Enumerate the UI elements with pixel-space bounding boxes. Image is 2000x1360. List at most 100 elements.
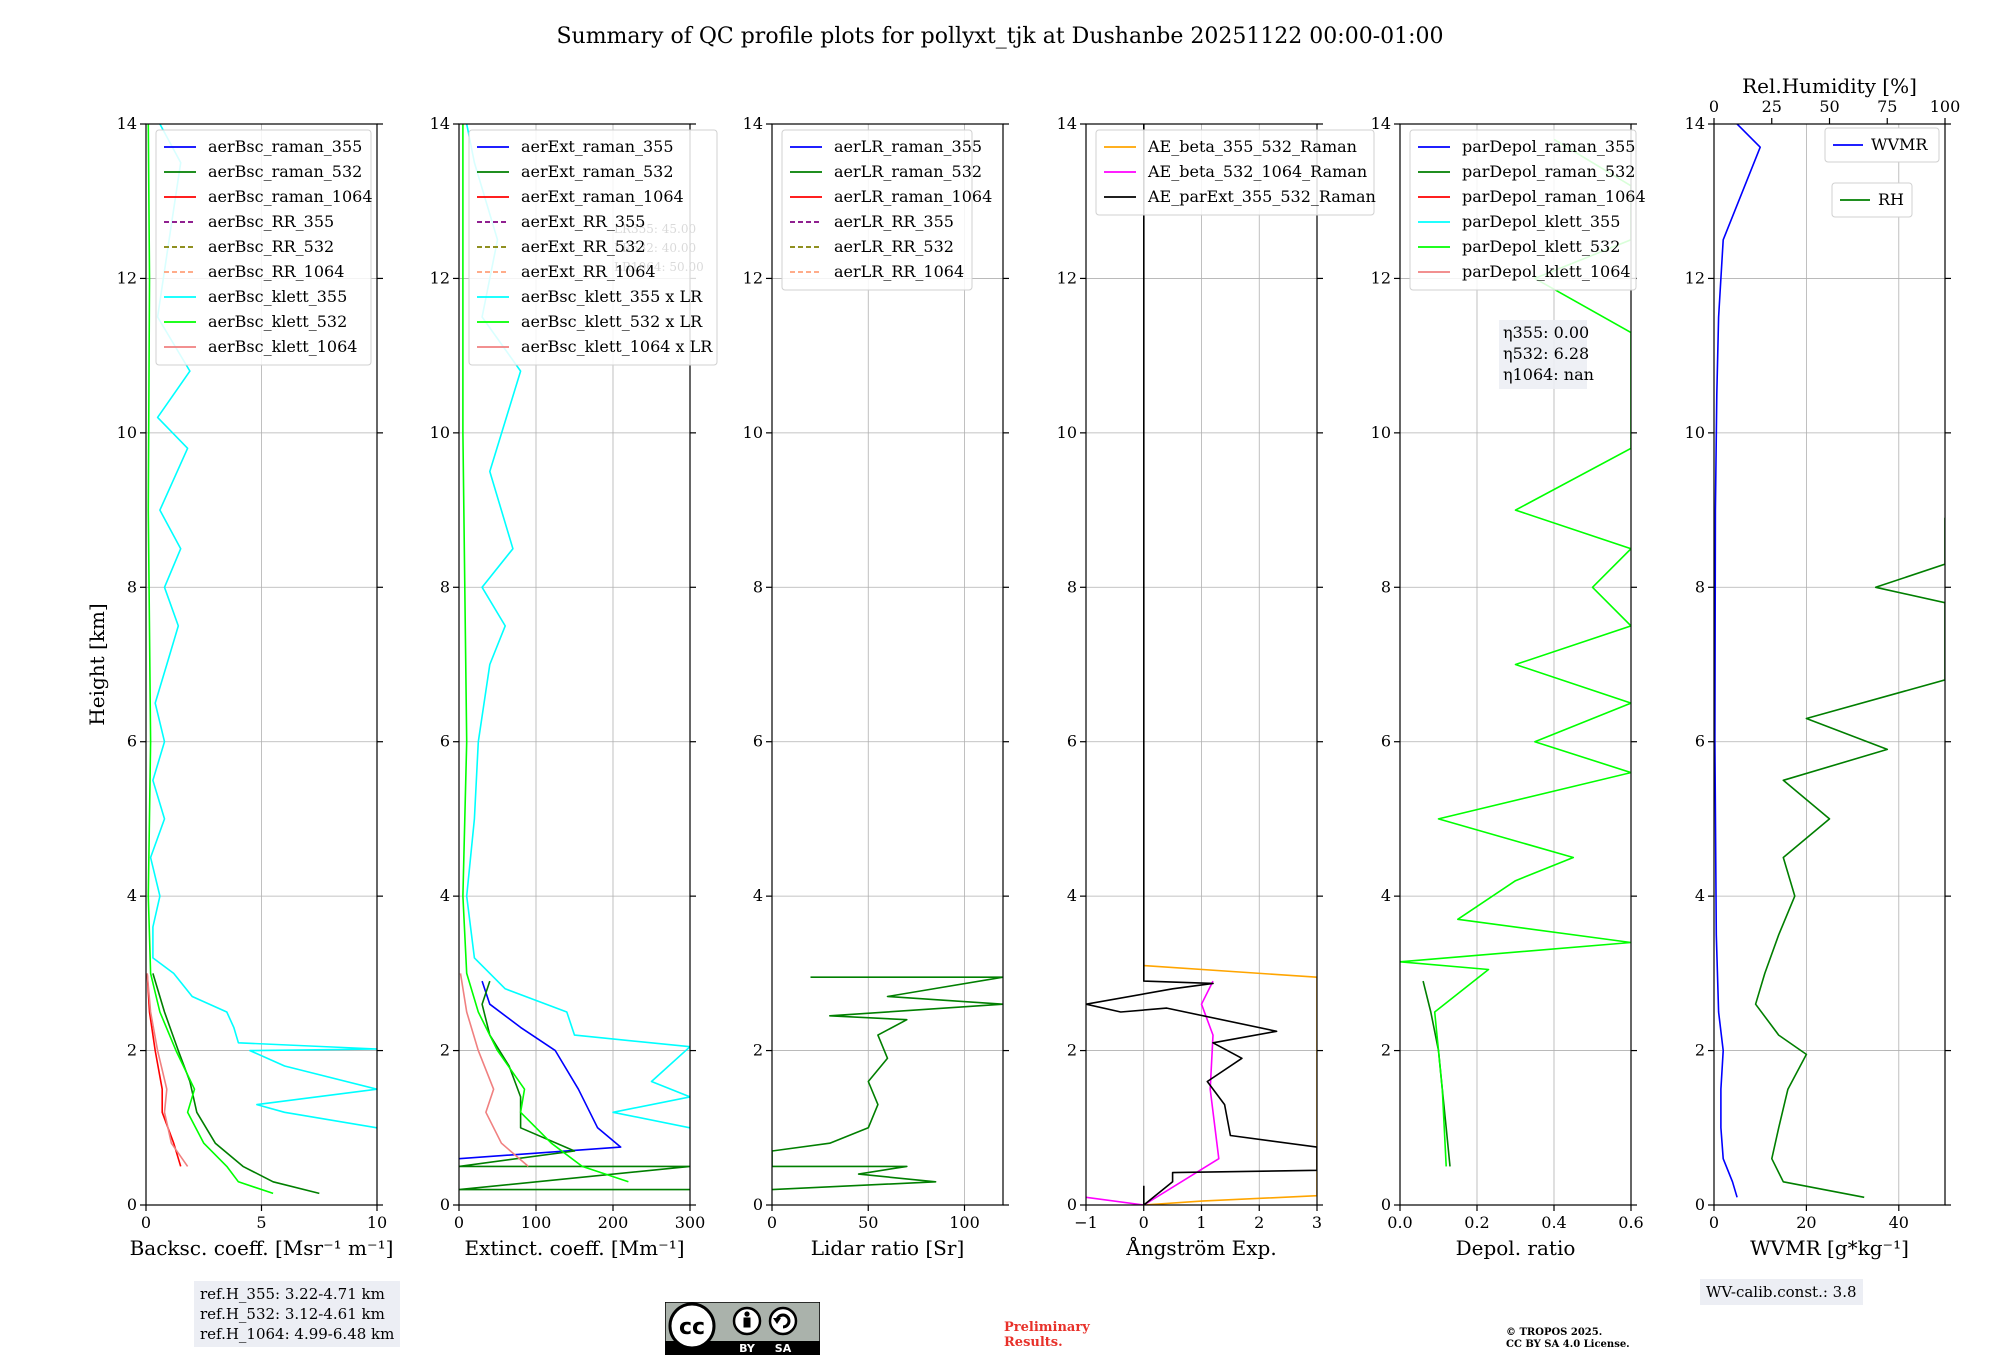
legend: WVMR RH [1824,127,1940,218]
series-group [146,124,377,1195]
legend-entry: aerExt_raman_355 [521,137,674,156]
legend-entry: aerExt_raman_532 [521,162,674,181]
cc-label: cc [679,1315,705,1340]
annotation-line: η532: 6.28 [1503,344,1589,363]
annotation-line: η1064: nan [1503,365,1594,384]
y-tick-label: 0 [1067,1195,1077,1214]
y-tick-label: 12 [1057,268,1077,287]
legend-box [155,129,372,366]
copyright-line-1: © TROPOS 2025. [1506,1327,1603,1338]
x-tick-label: 100 [521,1213,552,1232]
copyright-note: © TROPOS 2025. CC BY SA 4.0 License. [1506,1327,1630,1351]
panel-5: 0.0 0.2 0.4 0.6 0 2 4 6 8 10 12 14 Depol. ratio η355:… [1371,114,1646,1260]
y-tick-label: 14 [1685,114,1705,133]
y-tick-label: 10 [117,423,137,442]
x-tick-label: 0 [141,1213,151,1232]
y-tick-label: 14 [1057,114,1077,133]
legend-entry: parDepol_raman_532 [1462,162,1635,181]
legend-entry: AE_beta_355_532_Raman [1147,137,1357,156]
series-line-aerbsc-raman-1064 [146,973,182,1167]
y-tick-label: 6 [127,732,137,751]
copyright-line-2: CC BY SA 4.0 License. [1506,1339,1630,1350]
x-tick-label: 0 [1139,1213,1149,1232]
legend-entry: aerBsc_RR_1064 [208,262,344,281]
y-axis-label: Height [km] [85,603,109,725]
series-line-pardepol-klett-532 [1400,138,1631,1167]
panel-6: 0 20 40 0 25 50 75 100 Rel.Humidity [%] 0 2 4 6 8 10 12… [1685,74,1961,1260]
y-tick-label: 6 [1067,732,1077,751]
axes-frame [458,123,691,1206]
y-tick-label: 6 [1381,732,1391,751]
axes-frame [1399,123,1632,1206]
x-tick-label: 0 [454,1213,464,1232]
grid [1713,123,1945,1206]
legend-entry: aerBsc_klett_1064 [208,337,357,356]
figure-title: Summary of QC profile plots for pollyxt_… [556,24,1443,49]
legend: aerExt_raman_355 aerExt_raman_532 aerExt_r… [468,129,718,366]
legend-entry: aerBsc_RR_532 [208,237,334,256]
reference-height-box: ref.H_355: 3.22-4.71 km ref.H_532: 3.12-… [194,1281,401,1347]
x-axis-label: Backsc. coeff. [Msr⁻¹ m⁻¹] [130,1236,394,1260]
grid [1085,123,1318,1206]
x2-axis-label: Rel.Humidity [%] [1742,74,1917,98]
legend-entry: aerExt_RR_532 [521,237,645,256]
panel-3: 0 50 100 0 2 4 6 8 10 12 14 Lidar ratio [Sr] aerLR_r… [743,114,1009,1260]
y-tick-label: 10 [1057,423,1077,442]
y-tick-label: 2 [440,1041,450,1060]
x-tick-label: 2 [1254,1213,1264,1232]
share-alike-icon [768,1306,798,1336]
legend-entry: aerBsc_RR_355 [208,212,334,231]
y-tick-label: 8 [1067,577,1077,596]
legend-box [1824,127,1940,163]
legend-entry: aerLR_raman_355 [834,137,982,156]
x2-tick-label: 75 [1877,97,1897,116]
y-tick-label: 12 [1371,268,1391,287]
panel-1: 0 5 10 0 2 4 6 8 10 12 14 Backsc. coeff. [Msr⁻¹ m⁻¹… [85,114,393,1260]
y-tick-label: 4 [1695,886,1705,905]
legend-box [1409,129,1637,291]
series-line-aerbsc-klett-532-x-lr [462,124,629,1183]
y-tick-label: 14 [1371,114,1391,133]
legend-entry: parDepol_klett_1064 [1462,262,1631,281]
panel-2: 0 100 200 300 0 2 4 6 8 10 12 14 Extinct. coeff. [Mm… [430,114,718,1260]
y-tick-label: 6 [440,732,450,751]
y-tick-label: 8 [440,577,450,596]
y-tick-label: 4 [1067,886,1077,905]
y-tick-label: 2 [753,1041,763,1060]
series-group [459,124,690,1191]
refh-532: ref.H_532: 3.12-4.61 km [200,1305,385,1323]
series-line-rh [1754,517,1945,1199]
preliminary-results-note: Preliminary Results. [1004,1320,1090,1350]
x-tick-label: 1 [1196,1213,1206,1232]
y-tick-label: 2 [1381,1041,1391,1060]
legend-box [468,129,718,366]
y-tick-label: 14 [117,114,137,133]
series-group [772,976,1003,1191]
annotation-bg [1499,320,1587,389]
legend: aerBsc_raman_355 aerBsc_raman_532 aerBsc_r… [155,129,373,366]
x-tick-label: 300 [675,1213,706,1232]
legend-entry: aerBsc_klett_355 x LR [521,287,703,306]
x2-tick-label: 100 [1930,97,1961,116]
series-line-aerlr-raman-532 [772,976,1003,1191]
legend-entry: aerExt_RR_355 [521,212,645,231]
y-tick-label: 10 [1685,423,1705,442]
x-tick-label: −1 [1074,1213,1098,1232]
y-tick-label: 0 [1695,1195,1705,1214]
x-tick-label: 20 [1796,1213,1816,1232]
series-group [1400,138,1631,1167]
y-tick-label: 2 [127,1041,137,1060]
series-line-aerbsc-raman-532 [152,973,320,1195]
y-tick-label: 0 [1381,1195,1391,1214]
y-tick-label: 8 [1381,577,1391,596]
y-tick-label: 8 [1695,577,1705,596]
legend-entry: AE_beta_532_1064_Raman [1147,162,1367,181]
series-line-aerbsc-klett-1064 [146,973,189,1167]
x-tick-label: 0.4 [1541,1213,1566,1232]
x-tick-label: 5 [256,1213,266,1232]
series-line-wvmr [1714,124,1761,1198]
series-group [1086,124,1317,1205]
y-tick-label: 0 [440,1195,450,1214]
